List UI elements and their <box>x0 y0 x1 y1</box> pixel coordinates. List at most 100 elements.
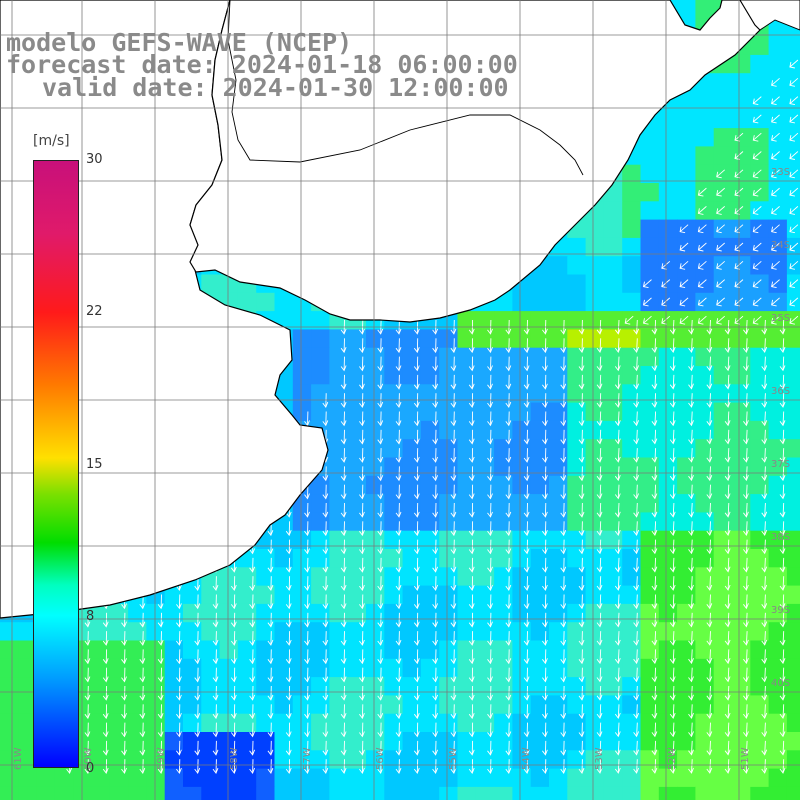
wind-cell <box>457 585 477 605</box>
wind-cell <box>768 585 788 605</box>
wind-cell <box>640 128 660 147</box>
wind-arrow <box>697 206 707 215</box>
wind-arrow <box>560 338 567 354</box>
wind-arrow <box>789 315 799 325</box>
wind-arrow <box>249 557 256 573</box>
wind-arrow <box>596 740 603 756</box>
wind-cell <box>768 439 788 459</box>
wind-cell <box>201 622 221 642</box>
wind-cell <box>658 146 678 166</box>
wind-arrow <box>322 557 329 573</box>
wind-cell <box>457 695 477 715</box>
wind-arrow <box>614 667 621 683</box>
wind-cell <box>732 128 751 147</box>
wind-cell <box>457 677 477 696</box>
wind-arrow <box>761 649 768 665</box>
wind-cell <box>786 768 800 788</box>
wind-arrow <box>743 484 749 500</box>
wind-arrow <box>542 429 548 445</box>
wind-cell <box>695 146 715 166</box>
wind-arrow <box>468 631 475 646</box>
wind-cell <box>201 585 221 605</box>
wind-cell <box>329 384 349 404</box>
wind-arrow <box>789 224 799 234</box>
wind-arrow <box>468 594 475 610</box>
wind-cell <box>549 292 568 312</box>
wind-cell <box>530 274 550 294</box>
wind-arrow <box>395 484 402 500</box>
wind-arrow <box>724 685 731 701</box>
wind-arrow <box>468 356 475 372</box>
wind-cell <box>109 603 129 623</box>
wind-arrow <box>523 539 530 555</box>
wind-cell <box>494 603 513 623</box>
wind-arrow <box>771 96 780 106</box>
wind-cell <box>329 640 349 660</box>
wind-arrow <box>716 297 725 307</box>
wind-arrow <box>578 429 585 445</box>
wind-cell <box>128 658 147 678</box>
wind-arrow <box>468 484 475 500</box>
wind-arrow <box>771 315 780 325</box>
brazil-land <box>739 0 800 31</box>
wind-arrow <box>505 356 512 372</box>
wind-cell <box>439 603 459 623</box>
wind-cell <box>475 512 495 532</box>
wind-cell <box>695 732 715 751</box>
wind-cell <box>695 183 715 202</box>
wind-arrow <box>633 759 640 774</box>
wind-cell <box>256 768 276 788</box>
wind-cell <box>786 402 800 422</box>
wind-arrow <box>267 722 274 738</box>
wind-cell <box>256 622 276 642</box>
wind-cell <box>146 732 166 751</box>
wind-arrow <box>761 667 768 683</box>
wind-cell <box>622 274 642 294</box>
wind-cell <box>439 530 459 550</box>
wind-cell <box>750 219 770 239</box>
wind-cell <box>256 658 276 678</box>
wind-cell <box>494 475 513 495</box>
wind-cell <box>640 402 660 422</box>
wind-cell <box>237 585 257 605</box>
wind-arrow <box>624 315 634 325</box>
wind-arrow <box>669 484 676 500</box>
wind-arrow <box>340 631 347 646</box>
wind-arrow <box>688 667 694 683</box>
wind-arrow <box>578 411 585 427</box>
wind-cell <box>311 384 330 404</box>
wind-cell <box>786 567 800 587</box>
wind-arrow <box>761 576 768 591</box>
wind-cell <box>768 420 788 440</box>
wind-cell <box>713 549 733 568</box>
wind-arrow <box>249 704 256 720</box>
wind-cell <box>530 786 550 800</box>
wind-cell <box>567 695 587 715</box>
wind-cell <box>384 457 404 477</box>
wind-cell <box>18 750 38 770</box>
wind-arrow <box>505 539 512 555</box>
wind-cell <box>567 420 587 440</box>
wind-arrow <box>633 429 640 445</box>
wind-arrow <box>706 594 713 610</box>
wind-cell <box>658 585 678 605</box>
wind-arrow <box>761 759 768 774</box>
wind-arrow <box>560 631 567 646</box>
wind-cell <box>164 640 184 660</box>
wind-cell <box>530 329 550 349</box>
wind-arrow <box>121 612 127 628</box>
wind-cell <box>91 658 111 678</box>
wind-cell <box>18 677 38 696</box>
wind-cell <box>658 567 678 587</box>
wind-cell <box>274 768 294 788</box>
wind-cell <box>677 658 696 678</box>
wind-arrow <box>596 356 603 372</box>
wind-cell <box>622 164 642 184</box>
wind-arrow <box>761 502 768 518</box>
wind-arrow <box>249 649 256 665</box>
wind-arrow <box>560 448 567 463</box>
wind-arrow <box>176 759 182 775</box>
wind-arrow <box>724 521 731 537</box>
wind-arrow <box>359 521 365 537</box>
wind-arrow <box>230 612 237 628</box>
